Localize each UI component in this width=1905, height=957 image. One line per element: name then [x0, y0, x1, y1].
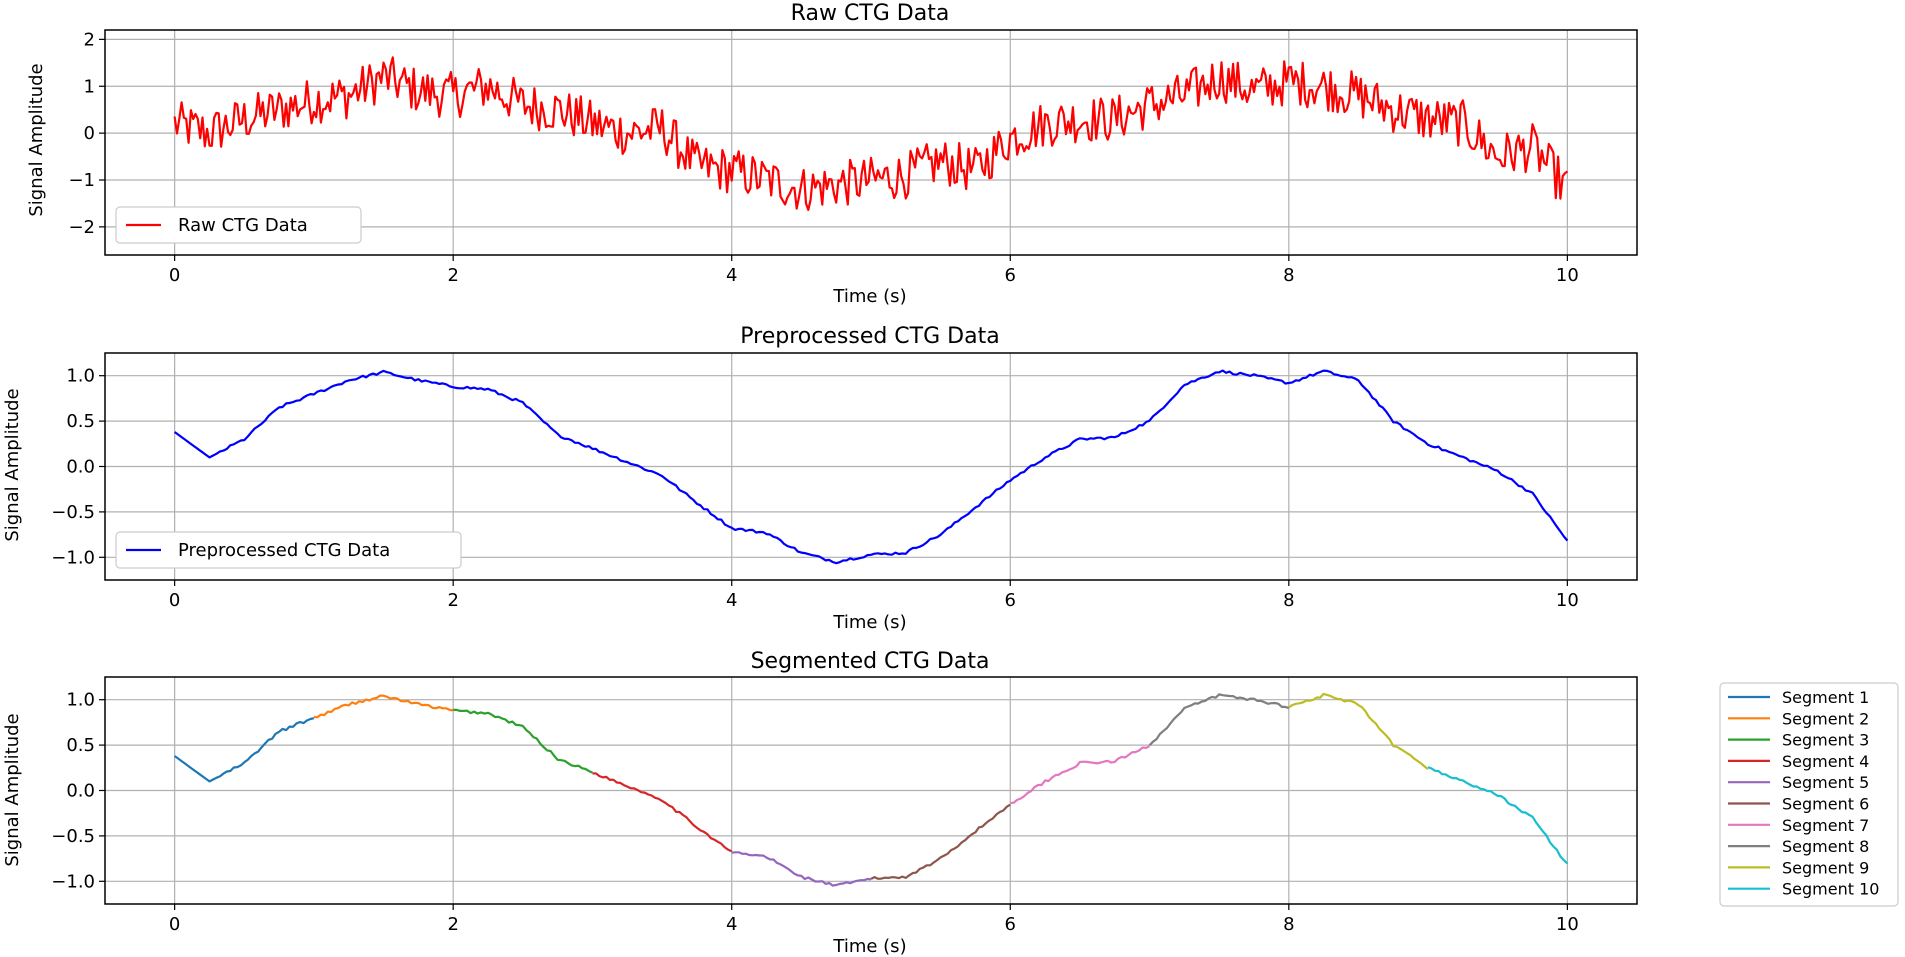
y-tick-label: −1 — [68, 170, 95, 191]
y-axis-label: Signal Amplitude — [2, 713, 23, 866]
legend-label: Segment 5 — [1782, 773, 1869, 792]
legend: Preprocessed CTG Data — [115, 531, 462, 569]
plot-frame — [104, 29, 1638, 256]
y-tick-label: −0.5 — [51, 502, 95, 523]
legend: Segment 1 Segment 2 Segment 3 Segment 4 Segm… — [1719, 682, 1899, 907]
x-tick-label: 4 — [726, 914, 737, 935]
x-tick-label: 6 — [1005, 265, 1016, 286]
legend-label: Segment 10 — [1782, 880, 1879, 899]
y-tick-label: 1.0 — [66, 690, 95, 711]
x-tick-label: 10 — [1556, 914, 1579, 935]
y-tick-label: 2 — [84, 29, 95, 50]
y-tick-label: 0.0 — [66, 781, 95, 802]
y-tick-label: −2 — [68, 217, 95, 238]
segment-line — [731, 851, 872, 887]
segment-line — [870, 803, 1011, 880]
legend-label: Segment 3 — [1782, 731, 1869, 750]
preprocessed-ctg-chart: Preprocessed CTG Data Time (s) Signal Am… — [2, 324, 1638, 633]
chart-title: Segmented CTG Data — [751, 649, 990, 674]
legend-label: Raw CTG Data — [178, 215, 308, 236]
x-tick-label: 0 — [169, 914, 180, 935]
segment-line — [453, 708, 593, 774]
legend-label: Segment 8 — [1782, 837, 1869, 856]
y-tick-label: −1.0 — [51, 871, 95, 892]
x-tick-label: 2 — [447, 265, 458, 286]
x-axis-label: Time (s) — [832, 612, 906, 633]
x-tick-label: 2 — [447, 590, 458, 611]
chart-title: Raw CTG Data — [791, 1, 950, 26]
y-axis-label: Signal Amplitude — [2, 388, 23, 541]
legend-label: Segment 2 — [1782, 709, 1869, 728]
x-tick-label: 0 — [169, 265, 180, 286]
y-tick-label: −0.5 — [51, 826, 95, 847]
series-line — [173, 369, 1569, 565]
y-axis-label: Signal Amplitude — [26, 63, 47, 216]
y-tick-label: 0.5 — [66, 411, 95, 432]
legend-label: Segment 7 — [1782, 816, 1869, 835]
x-tick-label: 6 — [1005, 590, 1016, 611]
x-axis-label: Time (s) — [832, 936, 906, 957]
x-tick-label: 8 — [1283, 265, 1294, 286]
y-tick-label: 0 — [84, 123, 95, 144]
legend-label: Segment 4 — [1782, 752, 1869, 771]
legend-box — [115, 531, 462, 569]
x-tick-label: 8 — [1283, 914, 1294, 935]
x-tick-label: 8 — [1283, 590, 1294, 611]
legend-label: Segment 9 — [1782, 858, 1869, 877]
legend-label: Preprocessed CTG Data — [178, 540, 390, 561]
x-tick-label: 4 — [726, 590, 737, 611]
y-tick-label: 1.0 — [66, 366, 95, 387]
x-tick-label: 10 — [1556, 590, 1579, 611]
segment-line — [1288, 692, 1429, 770]
segment-line — [1010, 745, 1150, 805]
y-tick-label: 0.5 — [66, 735, 95, 756]
legend-label: Segment 6 — [1782, 795, 1869, 814]
x-tick-label: 2 — [447, 914, 458, 935]
legend-box — [115, 206, 362, 244]
x-axis-label: Time (s) — [832, 286, 906, 307]
segment-line — [1427, 766, 1569, 865]
raw-ctg-chart: Raw CTG Data Time (s) Signal Amplitude 0… — [26, 1, 1638, 307]
segment-line — [592, 772, 733, 853]
y-tick-label: 0.0 — [66, 457, 95, 478]
x-tick-label: 6 — [1005, 914, 1016, 935]
segment-line — [313, 694, 454, 719]
x-tick-label: 0 — [169, 590, 180, 611]
segment-line — [173, 717, 315, 783]
legend-label: Segment 1 — [1782, 688, 1869, 707]
segment-line — [1148, 693, 1290, 747]
x-tick-label: 10 — [1556, 265, 1579, 286]
x-tick-label: 4 — [726, 265, 737, 286]
y-tick-label: 1 — [84, 76, 95, 97]
chart-title: Preprocessed CTG Data — [740, 324, 999, 349]
legend: Raw CTG Data — [115, 206, 362, 244]
segmented-ctg-chart: Segmented CTG Data Time (s) Signal Ampli… — [2, 649, 1899, 957]
series-line — [173, 56, 1569, 211]
y-tick-label: −1.0 — [51, 547, 95, 568]
